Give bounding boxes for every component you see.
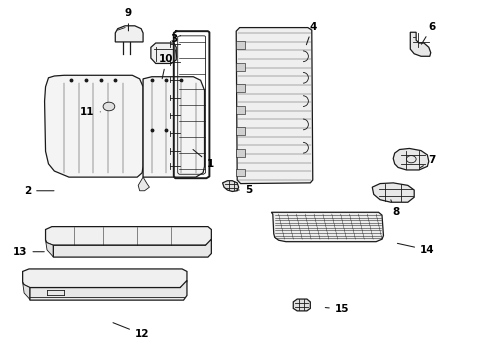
- Text: 6: 6: [421, 22, 435, 44]
- FancyBboxPatch shape: [236, 168, 244, 176]
- Text: 15: 15: [325, 304, 348, 314]
- Polygon shape: [22, 282, 30, 300]
- Polygon shape: [409, 32, 430, 56]
- Polygon shape: [44, 75, 143, 177]
- Polygon shape: [371, 183, 413, 202]
- FancyBboxPatch shape: [236, 127, 244, 135]
- Polygon shape: [271, 212, 383, 242]
- Circle shape: [103, 102, 115, 111]
- Text: 14: 14: [397, 243, 434, 255]
- Text: 9: 9: [124, 8, 132, 31]
- Polygon shape: [30, 280, 186, 300]
- Polygon shape: [45, 240, 53, 257]
- Text: 1: 1: [193, 149, 214, 169]
- Polygon shape: [392, 148, 428, 170]
- Text: 8: 8: [390, 200, 399, 217]
- Polygon shape: [22, 269, 186, 288]
- Text: 2: 2: [24, 186, 54, 196]
- FancyBboxPatch shape: [236, 41, 244, 49]
- FancyBboxPatch shape: [236, 63, 244, 71]
- Text: 7: 7: [419, 155, 435, 168]
- Polygon shape: [151, 43, 176, 63]
- Polygon shape: [53, 239, 211, 257]
- Polygon shape: [236, 28, 312, 184]
- Polygon shape: [138, 177, 149, 191]
- FancyBboxPatch shape: [236, 106, 244, 114]
- Text: 10: 10: [159, 54, 173, 79]
- Polygon shape: [45, 226, 211, 245]
- FancyBboxPatch shape: [236, 149, 244, 157]
- Polygon shape: [143, 77, 204, 177]
- Polygon shape: [222, 181, 238, 192]
- Polygon shape: [115, 26, 143, 42]
- FancyBboxPatch shape: [236, 84, 244, 92]
- Text: 11: 11: [80, 107, 100, 117]
- Text: 12: 12: [113, 323, 149, 339]
- Text: 13: 13: [13, 247, 44, 257]
- Text: 3: 3: [170, 35, 177, 57]
- Polygon shape: [293, 299, 310, 311]
- Text: 5: 5: [236, 185, 251, 195]
- Text: 4: 4: [306, 22, 316, 45]
